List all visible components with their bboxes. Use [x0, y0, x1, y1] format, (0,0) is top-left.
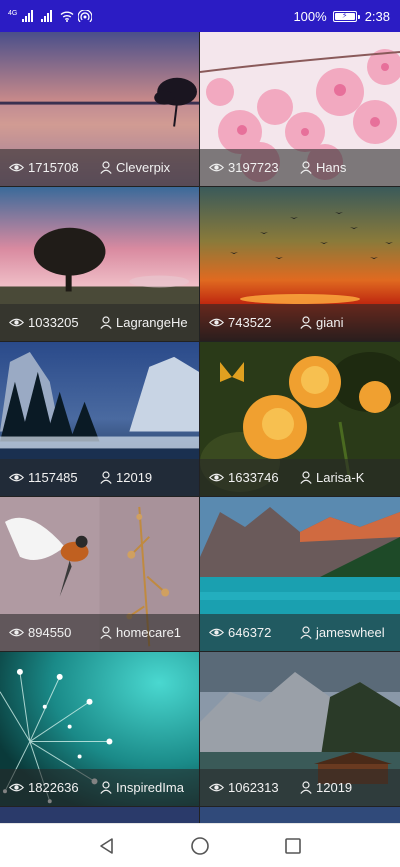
views-count: 1062313 — [200, 780, 300, 795]
author-name: 12019 — [300, 780, 352, 795]
views-count: 1822636 — [0, 780, 100, 795]
eye-icon — [9, 318, 24, 327]
user-icon — [100, 161, 112, 174]
views-count: 1033205 — [0, 315, 100, 330]
eye-icon — [9, 473, 24, 482]
card-info-bar: 743522 giani — [200, 304, 400, 341]
eye-icon — [9, 628, 24, 637]
views-count: 894550 — [0, 625, 100, 640]
card-info-bar: 1033205 LagrangeHe — [0, 304, 199, 341]
views-count: 743522 — [200, 315, 300, 330]
wallpaper-card[interactable]: 646372 jameswheel — [200, 497, 400, 652]
wallpaper-card[interactable]: 1633746 Larisa-K — [200, 342, 400, 497]
wallpaper-grid: 1715708 Cleverpix 3197723 — [0, 32, 400, 823]
author-name: Larisa-K — [300, 470, 364, 485]
author-name: LagrangeHe — [100, 315, 188, 330]
card-info-bar: 1822636 InspiredIma — [0, 769, 199, 806]
wallpaper-card[interactable]: 3197723 Hans — [200, 32, 400, 187]
signal-icon-2 — [41, 10, 53, 22]
hotspot-icon — [78, 10, 93, 22]
author-name: Cleverpix — [100, 160, 170, 175]
user-icon — [300, 161, 312, 174]
user-icon — [300, 471, 312, 484]
user-icon — [100, 781, 112, 794]
user-icon — [100, 316, 112, 329]
wallpaper-card[interactable]: 1822636 InspiredIma — [0, 652, 200, 807]
author-name: InspiredIma — [100, 780, 184, 795]
home-circle-icon — [191, 836, 209, 855]
battery-percent: 100% — [293, 8, 327, 24]
wallpaper-card[interactable]: 1715708 Cleverpix — [0, 32, 200, 187]
back-triangle-icon — [99, 837, 113, 854]
views-count: 1715708 — [0, 160, 100, 175]
wallpaper-card[interactable] — [0, 807, 200, 823]
wallpaper-card[interactable]: 1157485 12019 — [0, 342, 200, 497]
card-info-bar: 1062313 12019 — [200, 769, 400, 806]
card-info-bar: 1715708 Cleverpix — [0, 149, 199, 186]
views-count: 1633746 — [200, 470, 300, 485]
wallpaper-card[interactable]: 894550 homecare1 — [0, 497, 200, 652]
user-icon — [100, 626, 112, 639]
wallpaper-card[interactable]: 743522 giani — [200, 187, 400, 342]
recents-button[interactable] — [273, 826, 313, 866]
card-info-bar: 1633746 Larisa-K — [200, 459, 400, 496]
author-name: 12019 — [100, 470, 152, 485]
eye-icon — [9, 163, 24, 172]
wallpaper-card[interactable] — [200, 807, 400, 823]
user-icon — [300, 781, 312, 794]
network-type-label: 4G — [8, 10, 18, 17]
back-button[interactable] — [87, 826, 127, 866]
author-name: jameswheel — [300, 625, 385, 640]
author-name: giani — [300, 315, 343, 330]
user-icon — [300, 316, 312, 329]
battery-icon: ⚡ — [332, 10, 360, 22]
eye-icon — [209, 783, 224, 792]
eye-icon — [9, 783, 24, 792]
author-name: Hans — [300, 160, 346, 175]
home-button[interactable] — [180, 826, 220, 866]
navigation-bar — [0, 823, 400, 867]
wallpaper-card[interactable]: 1033205 LagrangeHe — [0, 187, 200, 342]
wifi-icon — [60, 11, 74, 22]
status-icons-right: 100% ⚡ 2:38 — [293, 9, 390, 24]
author-name: homecare1 — [100, 625, 181, 640]
card-info-bar: 3197723 Hans — [200, 149, 400, 186]
signal-icon — [22, 10, 34, 22]
views-count: 1157485 — [0, 470, 100, 485]
views-count: 646372 — [200, 625, 300, 640]
recents-square-icon — [285, 837, 302, 854]
eye-icon — [209, 163, 224, 172]
clock-time: 2:38 — [364, 8, 390, 24]
user-icon — [300, 626, 312, 639]
card-info-bar: 1157485 12019 — [0, 459, 199, 496]
status-bar: 4G 100% ⚡ 2:38 — [0, 0, 400, 32]
eye-icon — [209, 473, 224, 482]
eye-icon — [209, 318, 224, 327]
wallpaper-card[interactable]: 1062313 12019 — [200, 652, 400, 807]
user-icon — [100, 471, 112, 484]
status-icons-left: 4G — [8, 10, 93, 22]
card-info-bar: 894550 homecare1 — [0, 614, 199, 651]
views-count: 3197723 — [200, 160, 300, 175]
eye-icon — [209, 628, 224, 637]
card-info-bar: 646372 jameswheel — [200, 614, 400, 651]
